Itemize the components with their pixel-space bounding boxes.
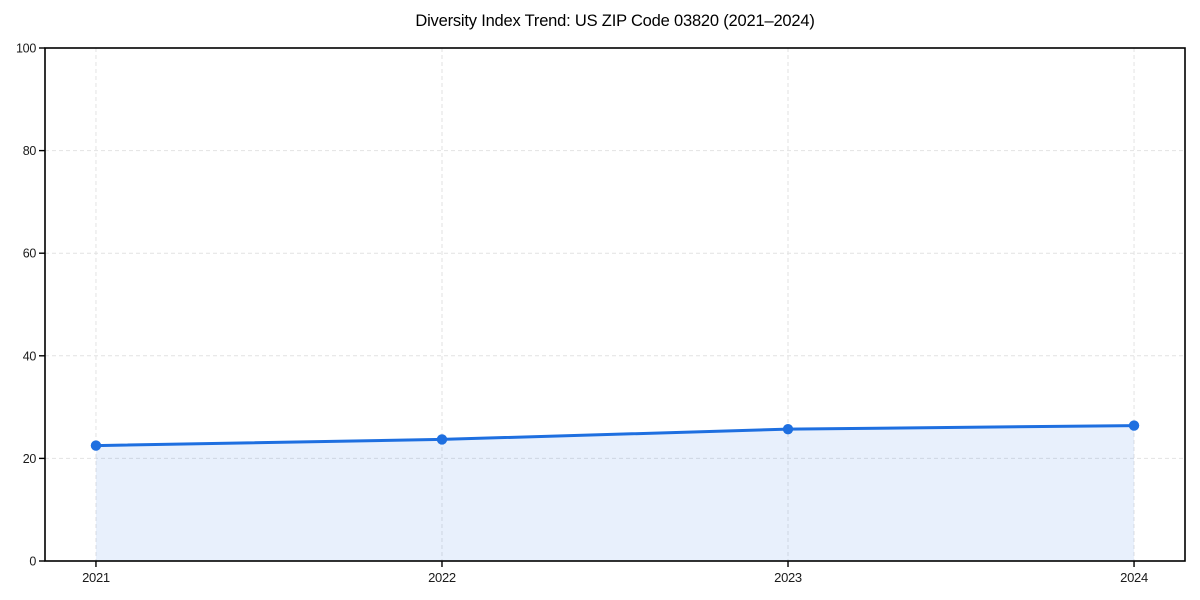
x-tick-label-2024: 2024 <box>1120 570 1148 585</box>
y-tick-label-20: 20 <box>23 452 37 466</box>
data-point-2021 <box>90 440 102 451</box>
data-point-2024 <box>1128 420 1140 431</box>
y-tick-label-60: 60 <box>23 247 37 261</box>
x-tick-label-2023: 2023 <box>774 570 802 585</box>
x-tick-label-2021: 2021 <box>82 570 110 585</box>
plot-frame <box>44 47 1186 562</box>
trend-line <box>94 424 1136 448</box>
chart-title: Diversity Index Trend: US ZIP Code 03820… <box>415 12 815 30</box>
data-point-2023 <box>782 423 794 435</box>
y-tick-label-100: 100 <box>16 42 36 56</box>
x-tick-label-2022: 2022 <box>428 570 456 585</box>
y-tick-label-40: 40 <box>23 349 37 363</box>
y-tick-label-80: 80 <box>23 144 37 158</box>
data-point-2022 <box>436 434 448 445</box>
y-tick-label-0: 0 <box>29 555 36 569</box>
area-fill <box>95 425 1135 561</box>
